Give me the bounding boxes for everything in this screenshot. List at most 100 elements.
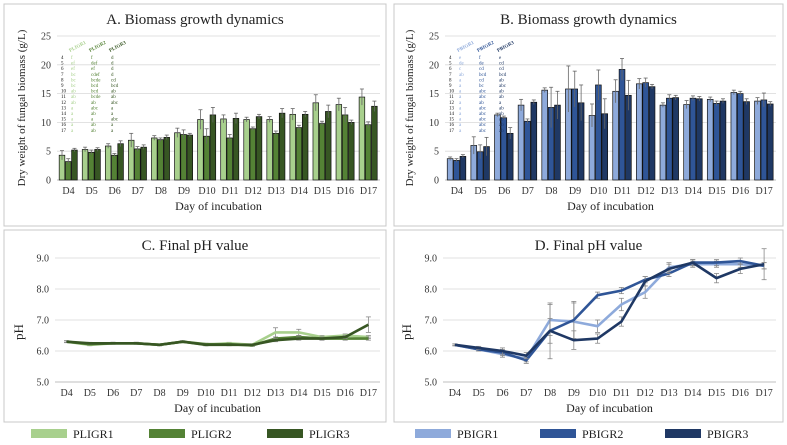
significance-letter: abc bbox=[499, 84, 507, 89]
significance-letter: cd bbox=[499, 62, 504, 67]
x-axis-label: Day of incubation bbox=[175, 199, 262, 213]
x-axis-label: Day of incubation bbox=[566, 401, 653, 415]
significance-letter: ab bbox=[91, 101, 96, 106]
x-tick-label: D6 bbox=[109, 186, 121, 197]
significance-letter: ab bbox=[459, 73, 464, 78]
significance-letter: bcd bbox=[479, 73, 487, 78]
x-tick-label: D15 bbox=[313, 388, 330, 399]
x-tick-label: D15 bbox=[708, 388, 725, 399]
x-tick-label: D11 bbox=[614, 186, 631, 197]
legend-label: PBIGR1 bbox=[457, 427, 498, 441]
y-tick-label: 10 bbox=[41, 118, 51, 129]
significance-letter: ab bbox=[71, 101, 76, 106]
bar-pbigr2 bbox=[453, 160, 460, 181]
letter-day: 6 bbox=[449, 67, 452, 72]
significance-letter: abc bbox=[479, 112, 487, 117]
significance-letter: ab bbox=[499, 112, 504, 117]
bar-pligr1 bbox=[104, 145, 112, 181]
letter-day: 4 bbox=[61, 56, 64, 61]
bar-pbigr3 bbox=[696, 98, 703, 181]
legend-swatch bbox=[31, 429, 67, 438]
panel-c: C. Final pH value 5.0 6.0 7.0 8.0 9.0 D4 D5 D6 D7… bbox=[3, 229, 387, 423]
bar-pbigr3 bbox=[648, 86, 656, 181]
letter-day: 14 bbox=[449, 112, 455, 117]
bar-pbigr3 bbox=[767, 103, 774, 181]
significance-letter: f bbox=[71, 56, 73, 61]
bar-pbigr2 bbox=[524, 120, 531, 181]
significance-letter: a bbox=[71, 118, 74, 123]
significance-letter: a bbox=[71, 106, 74, 111]
x-tick-label: D12 bbox=[637, 186, 654, 197]
chart-title: B. Biomass growth dynamics bbox=[500, 12, 677, 28]
bar-pbigr2 bbox=[760, 99, 768, 181]
bar-pligr2 bbox=[272, 132, 280, 181]
significance-letter: bcd bbox=[111, 84, 119, 89]
legend-swatch bbox=[540, 429, 576, 438]
significance-letter: d bbox=[111, 73, 114, 78]
letter-day: 8 bbox=[449, 78, 452, 83]
x-tick-label: D10 bbox=[589, 388, 606, 399]
bar-pligr3 bbox=[278, 112, 286, 181]
significance-letter: a bbox=[111, 112, 114, 117]
bar-pbigr1 bbox=[683, 104, 690, 181]
bar-pbigr2 bbox=[689, 97, 697, 181]
significance-letter: abc bbox=[479, 90, 487, 95]
bar-pligr3 bbox=[371, 105, 378, 181]
x-tick-label: D8 bbox=[153, 388, 165, 399]
significance-letter: a bbox=[459, 90, 462, 95]
x-tick-label: D12 bbox=[637, 388, 654, 399]
panel-border bbox=[3, 229, 387, 423]
bar-pligr1 bbox=[220, 118, 227, 181]
significance-letter: ab bbox=[71, 95, 76, 100]
significance-letter: a bbox=[459, 123, 462, 128]
significance-letter: a bbox=[71, 129, 74, 134]
legend-left: PLIGR1 PLIGR2 PLIGR3 bbox=[31, 427, 350, 441]
letter-day: 15 bbox=[449, 118, 455, 123]
letter-day: 10 bbox=[449, 90, 455, 95]
legend-label: PBIGR3 bbox=[707, 427, 748, 441]
significance-letter: ab bbox=[91, 112, 96, 117]
letter-day: 6 bbox=[61, 67, 64, 72]
letter-day: 7 bbox=[61, 73, 64, 78]
y-tick-label: 25 bbox=[41, 32, 51, 43]
y-tick-label: 6.0 bbox=[425, 347, 438, 358]
x-tick-label: D8 bbox=[155, 186, 167, 197]
letter-day: 5 bbox=[61, 62, 64, 67]
bar-pbigr1 bbox=[446, 158, 454, 181]
legend-label: PLIGR1 bbox=[73, 427, 114, 441]
series-line-pbigr3 bbox=[454, 261, 765, 358]
significance-letter: ab bbox=[499, 106, 504, 111]
y-tick-label: 10 bbox=[429, 118, 439, 129]
significance-letter: ef bbox=[91, 67, 95, 72]
bar-pligr1 bbox=[174, 132, 181, 181]
y-tick-label: 5 bbox=[46, 147, 51, 158]
bar-pligr3 bbox=[255, 116, 263, 181]
significance-letter: a bbox=[91, 118, 94, 123]
bar-pbigr2 bbox=[713, 103, 720, 181]
x-tick-label: D13 bbox=[661, 186, 678, 197]
significance-letter: a bbox=[459, 112, 462, 117]
significance-letter: f bbox=[479, 56, 481, 61]
x-axis-label: Day of incubation bbox=[567, 199, 654, 213]
x-tick-label: D10 bbox=[590, 186, 607, 197]
y-tick-label: 8.0 bbox=[37, 285, 50, 296]
significance-letter: bcd bbox=[91, 90, 99, 95]
y-tick-label: 5.0 bbox=[425, 378, 438, 389]
significance-letter: bcd bbox=[499, 73, 507, 78]
y-tick-label: 7.0 bbox=[37, 316, 50, 327]
letter-day: 17 bbox=[449, 129, 455, 134]
x-tick-label: D8 bbox=[545, 186, 557, 197]
bar-pligr2 bbox=[249, 128, 256, 181]
letter-day: 12 bbox=[61, 101, 67, 106]
y-tick-label: 0 bbox=[46, 176, 51, 187]
y-tick-label: 15 bbox=[429, 89, 439, 100]
bar-pligr3 bbox=[348, 122, 355, 181]
bar-pbigr1 bbox=[541, 89, 548, 181]
y-tick-label: 9.0 bbox=[37, 254, 50, 265]
significance-letter: ab bbox=[499, 78, 504, 83]
x-tick-label: D7 bbox=[522, 186, 534, 197]
x-tick-label: D9 bbox=[568, 388, 580, 399]
bar-pbigr2 bbox=[642, 82, 649, 181]
significance-letter: a bbox=[459, 101, 462, 106]
